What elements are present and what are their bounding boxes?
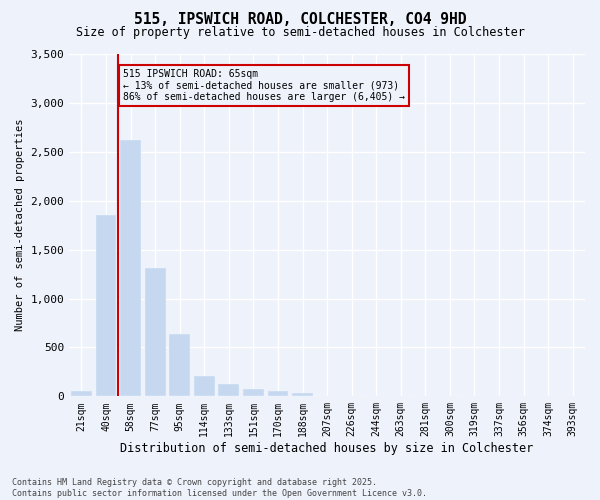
Bar (292, 394, 313, 396)
Bar (95, 216, 116, 396)
Bar (169, 334, 190, 396)
Text: 515 IPSWICH ROAD: 65sqm
← 13% of semi-detached houses are smaller (973)
86% of s: 515 IPSWICH ROAD: 65sqm ← 13% of semi-de… (123, 68, 405, 102)
Text: Size of property relative to semi-detached houses in Colchester: Size of property relative to semi-detach… (76, 26, 524, 39)
X-axis label: Distribution of semi-detached houses by size in Colchester: Distribution of semi-detached houses by … (121, 442, 534, 455)
Text: Contains HM Land Registry data © Crown copyright and database right 2025.
Contai: Contains HM Land Registry data © Crown c… (12, 478, 427, 498)
Bar (71, 392, 92, 396)
Bar (120, 140, 141, 396)
Bar (268, 391, 289, 396)
Y-axis label: Number of semi-detached properties: Number of semi-detached properties (15, 119, 25, 332)
Bar (145, 268, 166, 396)
Bar (194, 376, 215, 396)
Bar (243, 388, 264, 396)
Bar (218, 384, 239, 396)
Text: 515, IPSWICH ROAD, COLCHESTER, CO4 9HD: 515, IPSWICH ROAD, COLCHESTER, CO4 9HD (134, 12, 466, 28)
